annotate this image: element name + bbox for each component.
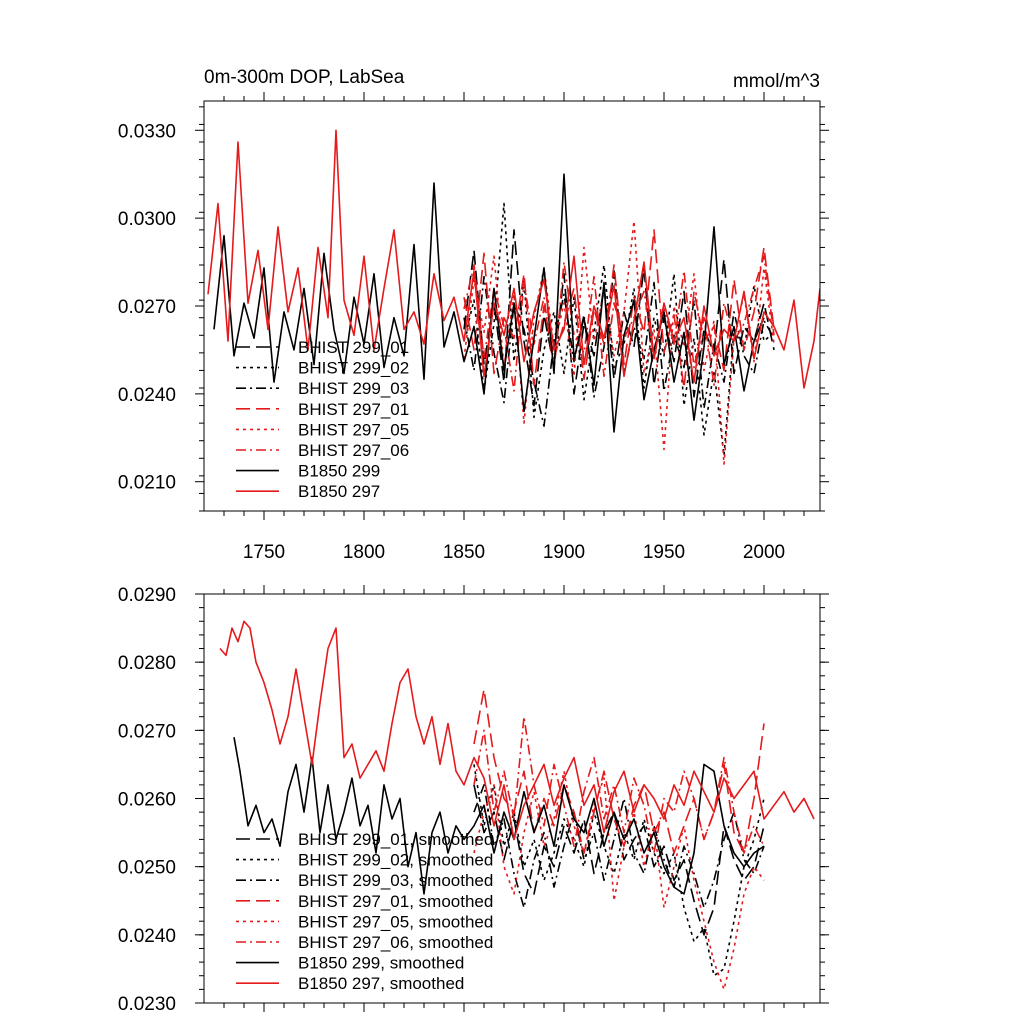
top-series-line-8 [207,129,820,389]
bottom-legend-label-8: B1850 297, smoothed [298,974,464,993]
top-xtick-label: 2000 [743,542,785,563]
bottom-ytick-label: 0.0250 [118,858,176,879]
top-ytick-label: 0.0330 [118,121,176,142]
top-xtick-label: 1950 [643,542,685,563]
top-ytick-label: 0.0270 [118,297,176,318]
top-xtick-label: 1800 [343,542,385,563]
top-legend-label-3: BHIST 299_03 [298,379,409,398]
top-xtick-label: 1900 [543,542,585,563]
bottom-series-line-8 [219,620,815,841]
top-legend-label-7: B1850 299 [298,462,380,481]
top-legend-label-8: B1850 297 [298,482,380,501]
bottom-legend-label-2: BHIST 299_02, smoothed [298,851,493,870]
top-legend-label-5: BHIST 297_05 [298,420,409,439]
top-series-line-1 [463,229,775,407]
bottom-series-line-3 [473,784,765,909]
top-xtick-label: 1850 [443,542,485,563]
bottom-series-line-5 [473,770,765,991]
bottom-legend-label-3: BHIST 299_03, smoothed [298,871,493,890]
bottom-legend-label-5: BHIST 297_05, smoothed [298,912,493,931]
bottom-ytick-label: 0.0240 [118,926,176,947]
top-ytick-label: 0.0240 [118,385,176,406]
bottom-legend: BHIST 299_01, smoothed BHIST 299_02, smoo… [236,830,493,993]
bottom-legend-label-4: BHIST 297_01, smoothed [298,892,493,911]
bottom-series-group [219,620,815,991]
top-series-group [207,129,820,465]
bottom-legend-label-6: BHIST 297_06, smoothed [298,933,493,952]
bottom-series-line-1 [473,784,765,936]
top-series-line-3 [463,270,775,427]
top-ytick-label: 0.0300 [118,209,176,230]
top-panel-title: 0m-300m DOP, LabSea [204,67,405,88]
top-legend-label-4: BHIST 297_01 [298,400,409,419]
bottom-ytick-label: 0.0260 [118,790,176,811]
top-legend-label-2: BHIST 299_02 [298,359,409,378]
bottom-series-line-7 [233,737,765,895]
top-series-line-2 [463,202,775,457]
bottom-legend-label-7: B1850 299, smoothed [298,954,464,973]
bottom-series-line-6 [473,715,765,854]
top-series-line-6 [463,255,775,392]
bottom-series-line-2 [473,764,765,977]
bottom-legend-label-1: BHIST 299_01, smoothed [298,830,493,849]
bottom-ytick-label: 0.0270 [118,721,176,742]
bottom-ytick-label: 0.0290 [118,585,176,606]
top-xtick-label: 1750 [243,542,285,563]
top-panel-units: mmol/m^3 [733,71,820,92]
top-legend-label-1: BHIST 299_01 [298,338,409,357]
bottom-ytick-label: 0.0280 [118,653,176,674]
bottom-panel: 0.0230 0.0240 0.0250 0.0260 0.0270 0.0280 0.02… [118,585,829,1015]
top-ytick-label: 0.0210 [118,473,176,494]
bottom-ytick-label: 0.0230 [118,994,176,1015]
top-legend-label-6: BHIST 297_06 [298,441,409,460]
top-panel: 0m-300m DOP, LabSea mmol/m^3 1750 1800 185… [118,67,829,563]
